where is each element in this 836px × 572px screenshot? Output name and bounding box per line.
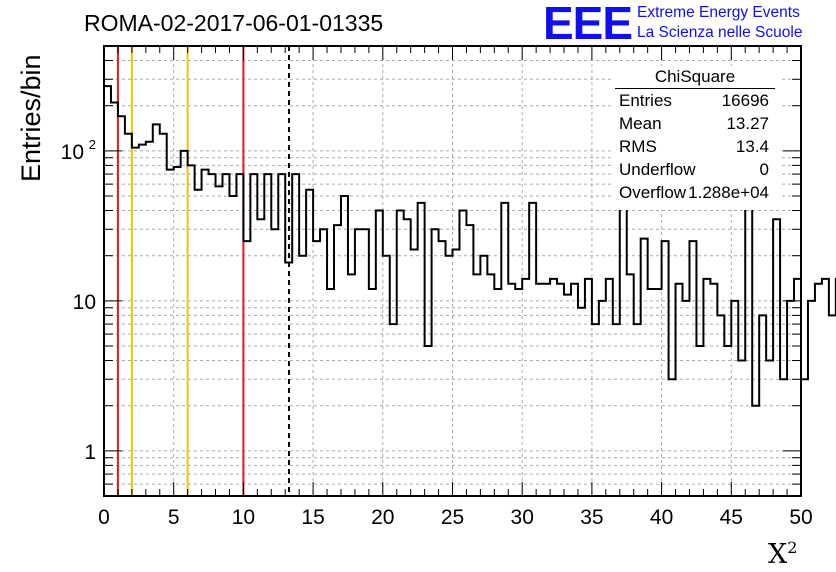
stats-value: 13.4 [735,137,769,156]
stats-value: 0 [759,160,769,179]
axis-ticks [103,45,802,497]
stats-value: 1.288e+04 [688,183,769,202]
stats-key: Entries [619,91,672,110]
tick-labels: 0 5 10 15 20 25 30 35 40 45 50 1 10 10 2 [61,137,813,529]
stats-key: RMS [619,137,657,156]
stats-row: Overflow 1.288e+04 [611,181,779,204]
stats-box: ChiSquare Entries 16696 Mean 13.27 RMS 13.4… [611,66,779,210]
stats-row: Underflow 0 [611,158,779,181]
y-axis-label: Entries/bin [16,54,46,182]
x-tick-label: 30 [511,506,534,529]
y-tick-label: 1 [84,441,96,464]
x-tick-label: 45 [720,506,743,529]
stats-title: ChiSquare [615,66,775,89]
stats-key: Overflow [619,183,687,202]
x-tick-label: 5 [168,506,180,529]
x-axis-label: X2 [768,538,797,570]
y-tick-label-exponent: 2 [89,137,96,152]
eee-logo: EEE [543,0,633,49]
x-tick-label: 50 [789,506,812,529]
stats-value: 13.27 [726,114,769,133]
x-tick-label: 10 [232,506,255,529]
x-tick-label: 0 [98,506,110,529]
x-tick-label: 40 [650,506,673,529]
y-tick-label: 10 [73,291,96,314]
x-tick-label: 20 [371,506,394,529]
x-tick-label: 25 [441,506,464,529]
grid-layer [104,45,801,497]
stats-key: Underflow [619,160,696,179]
stats-key: Mean [619,114,662,133]
stats-row: Mean 13.27 [611,112,779,135]
y-tick-label: 10 [61,141,84,164]
logo-subtitle-1: Extreme Energy Events [637,4,800,21]
histogram-outline [104,85,836,407]
x-axis-label-exponent: 2 [787,538,798,557]
logo-subtitle-2: La Scienza nelle Scuole [637,24,803,41]
stats-row: RMS 13.4 [611,135,779,158]
x-tick-label: 35 [580,506,603,529]
x-tick-label: 15 [301,506,324,529]
x-axis-label-text: X [768,539,788,570]
reference-lines [116,46,290,496]
chart-title: ROMA-02-2017-06-01-01335 [84,10,384,36]
stats-row: Entries 16696 [611,89,779,112]
stats-value: 16696 [721,91,769,110]
